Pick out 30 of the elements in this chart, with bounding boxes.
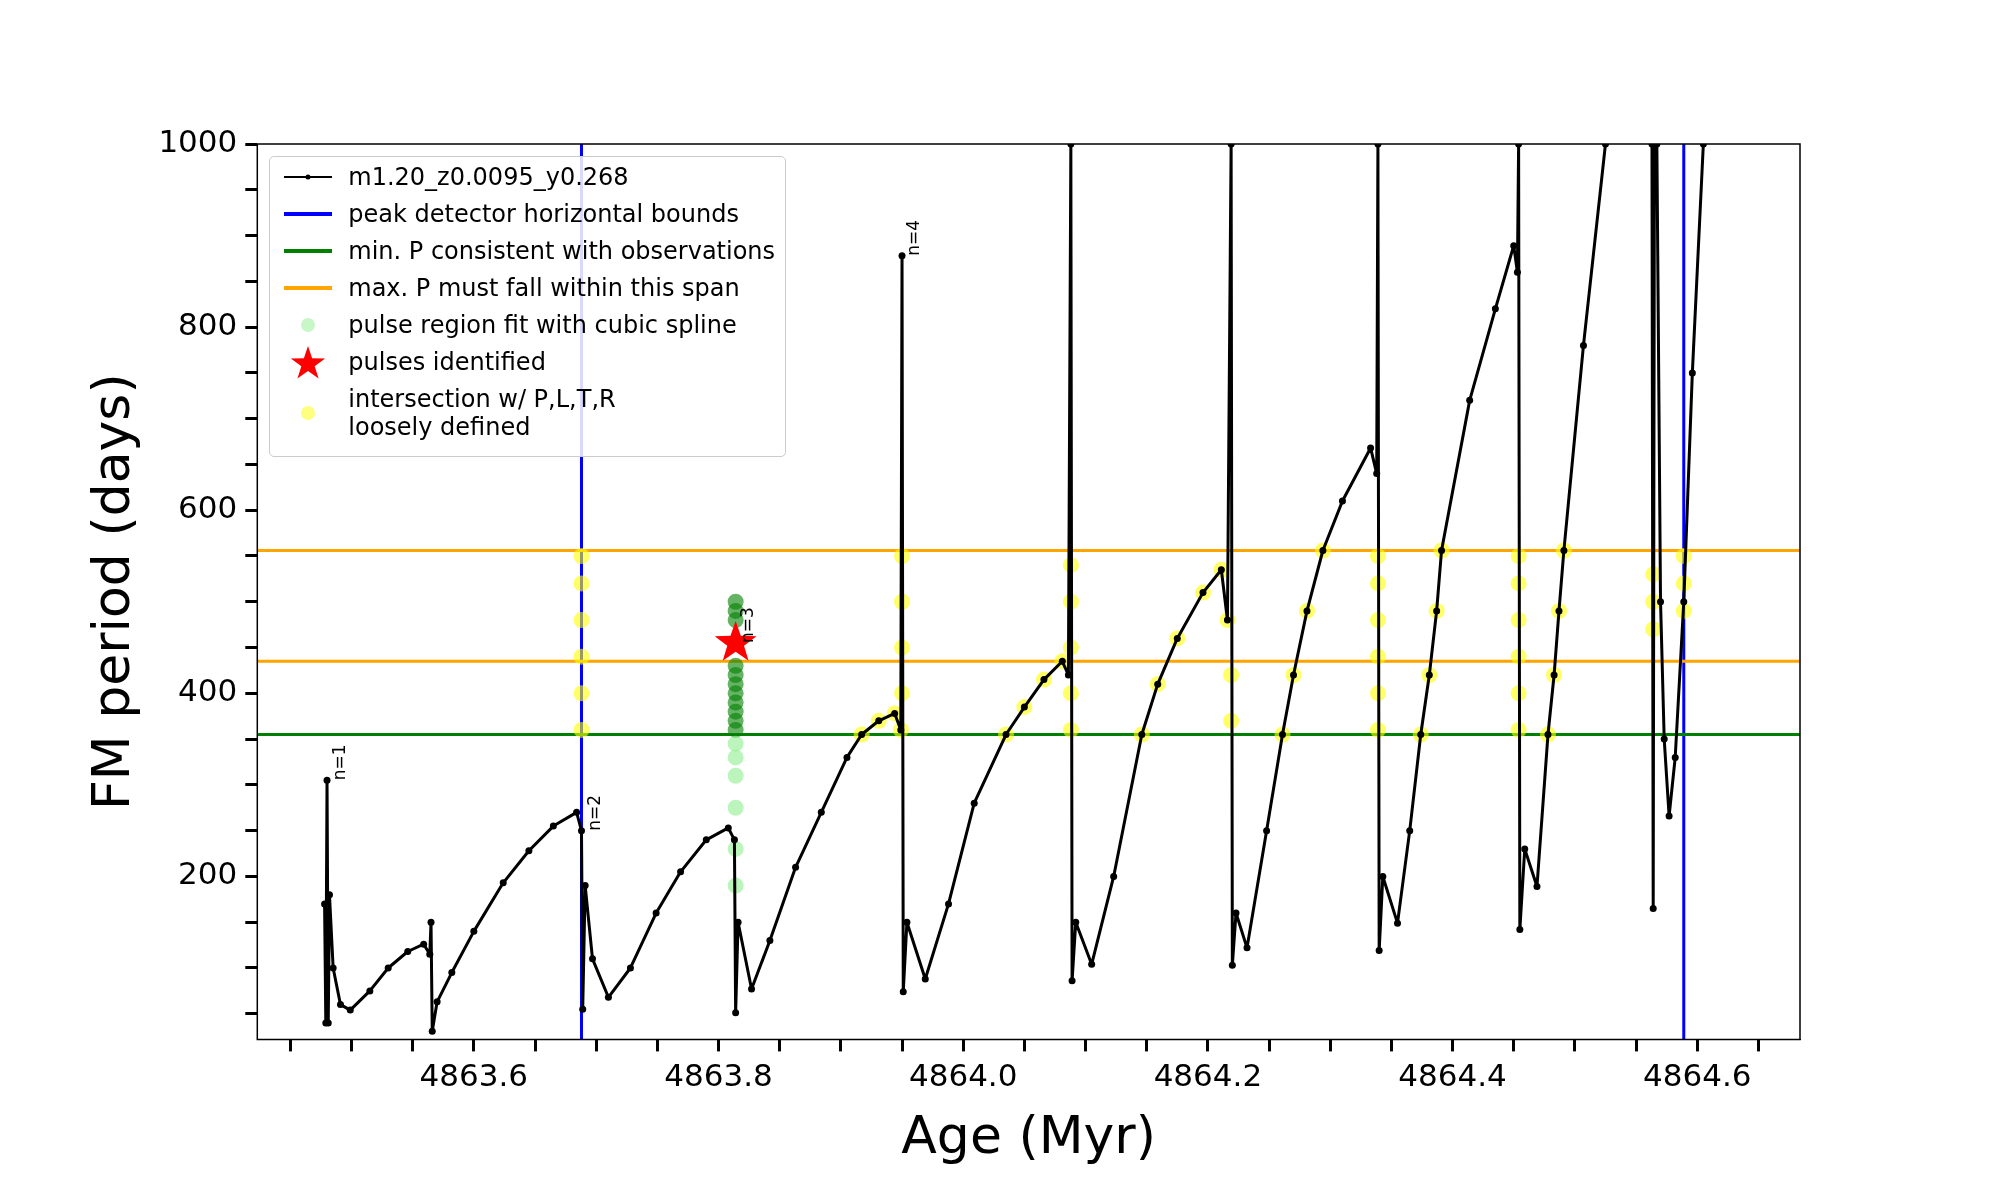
ref-line-label: peak detector horizontal bounds xyxy=(348,200,739,228)
legend-label: pulses identified xyxy=(348,348,546,376)
x-tick-label: 4864.0 xyxy=(908,1057,1018,1094)
legend-label: min. P consistent with observations xyxy=(348,237,776,265)
x-tick-label: 4863.8 xyxy=(664,1057,773,1094)
annotation: n=2 xyxy=(583,794,604,831)
annotation: n=3 xyxy=(736,607,757,643)
legend-label: pulse region fit with cubic spline xyxy=(348,311,737,339)
point xyxy=(727,749,744,766)
x-axis-title: Age (Myr) xyxy=(901,1105,1156,1166)
x-tick-label: 4864.2 xyxy=(1153,1057,1263,1094)
x-tick-label: 4863.6 xyxy=(419,1057,529,1094)
annotation: n=4 xyxy=(902,219,923,256)
legend-label: intersection w/ P,L,T,R loosely defined xyxy=(348,385,616,441)
x-tick-label: 4864.6 xyxy=(1642,1057,1752,1094)
x-tick-label: 4864.4 xyxy=(1398,1057,1507,1094)
point xyxy=(727,593,744,610)
y-tick-label: 400 xyxy=(178,672,238,709)
point xyxy=(727,657,744,674)
legend-label: max. P must fall within this span xyxy=(348,274,740,302)
y-tick-label: 600 xyxy=(178,489,238,526)
y-tick-label: 200 xyxy=(178,855,238,892)
point xyxy=(727,735,744,752)
y-axis-title: FM period (days) xyxy=(80,373,141,811)
legend-label: m1.20_z0.0095_y0.268 xyxy=(348,163,629,191)
point xyxy=(727,799,744,816)
point xyxy=(727,767,744,784)
y-tick-label: 800 xyxy=(178,306,238,343)
y-tick-label: 1000 xyxy=(158,123,238,160)
annotation: n=1 xyxy=(329,744,350,781)
